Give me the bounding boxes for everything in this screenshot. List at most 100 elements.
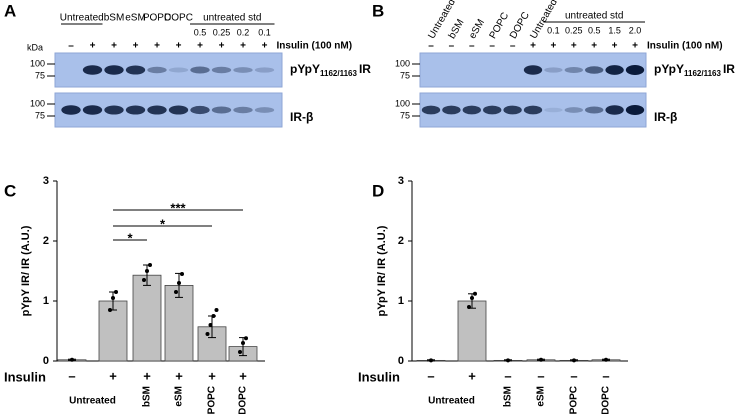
std-label: untreated std xyxy=(565,11,623,22)
insulin-sign: + xyxy=(143,368,151,383)
blot-band xyxy=(442,105,461,115)
data-point xyxy=(205,332,210,336)
marker-label: 100 xyxy=(395,98,410,108)
lane-label: Untreated xyxy=(60,13,104,24)
kda-label: kDa xyxy=(27,42,43,52)
label-part: pYpY xyxy=(290,62,320,76)
blot-band xyxy=(82,105,103,115)
insulin-sign: + xyxy=(208,368,216,383)
std-amount: 0.1 xyxy=(547,25,560,35)
blot-band xyxy=(605,105,624,115)
data-point xyxy=(177,281,181,285)
insulin-sign: + xyxy=(632,41,638,52)
blot-band xyxy=(605,65,624,75)
y-axis-label: pYpY IR/ IR (A.U.) xyxy=(376,225,388,316)
data-point xyxy=(238,350,242,354)
marker-label: 75 xyxy=(35,110,45,120)
y-tick-label: 1 xyxy=(398,295,404,307)
data-point xyxy=(145,269,149,273)
data-point xyxy=(604,357,608,362)
bar xyxy=(457,300,487,362)
std-amount: 0.25 xyxy=(565,25,583,35)
blot-band xyxy=(104,65,124,75)
lane-label: eSM xyxy=(467,18,487,41)
insulin-sign: + xyxy=(219,41,225,52)
insulin-sign: – xyxy=(68,368,75,383)
insulin-sign: + xyxy=(468,368,476,383)
std-amount: 0.25 xyxy=(213,27,231,37)
x-tick-label: POPC xyxy=(569,386,580,414)
std-label: untreated std xyxy=(203,13,261,24)
insulin-sign: – xyxy=(510,41,516,52)
blot-band xyxy=(421,105,441,115)
data-point xyxy=(108,308,112,312)
blot-band xyxy=(254,67,275,73)
data-point xyxy=(241,341,245,345)
blot-band xyxy=(168,67,189,73)
y-tick-label: 2 xyxy=(43,235,49,247)
data-point xyxy=(470,296,474,300)
blot-band xyxy=(147,66,167,74)
insulin-label: Insulin (100 nM) xyxy=(277,41,353,52)
std-amount: 0.5 xyxy=(194,27,207,37)
data-point xyxy=(148,263,152,267)
insulin-sign: + xyxy=(111,41,117,52)
lane-label: POPC xyxy=(143,13,171,24)
label-part: pYpY xyxy=(654,62,684,76)
bar xyxy=(132,274,162,362)
x-tick-label: POPC xyxy=(207,386,218,414)
blot-band xyxy=(483,105,502,115)
std-amount: 2.0 xyxy=(629,25,642,35)
y-axis-label: pYpY IR/ IR (A.U.) xyxy=(20,225,32,316)
x-tick-label: Untreated xyxy=(428,396,475,407)
x-tick-label: bSM xyxy=(503,386,514,407)
y-tick-label: 0 xyxy=(398,355,404,367)
x-tick-label: bSM xyxy=(142,386,153,407)
bar xyxy=(98,300,128,362)
marker-label: 100 xyxy=(30,58,45,68)
blot-band xyxy=(585,66,604,74)
blot-band xyxy=(564,107,583,113)
insulin-sign: – xyxy=(427,368,434,383)
row-label: Insulin xyxy=(358,369,400,384)
std-amount: 0.5 xyxy=(588,25,601,35)
data-point xyxy=(211,314,216,318)
insulin-sign: – xyxy=(68,41,74,52)
label-subscript: 1162/1163 xyxy=(320,69,357,78)
blot-band xyxy=(254,107,275,113)
y-tick-label: 3 xyxy=(398,175,404,187)
blot-band xyxy=(168,105,189,115)
blot-band xyxy=(523,65,543,75)
blot-band xyxy=(233,67,253,73)
lane-label: eSM xyxy=(125,13,146,24)
lane-label: bSM xyxy=(104,13,125,24)
insulin-sign: + xyxy=(154,41,160,52)
blot-band xyxy=(190,66,210,74)
insulin-sign: – xyxy=(537,368,544,383)
blot-band xyxy=(544,67,563,73)
data-point xyxy=(473,291,477,296)
insulin-sign: + xyxy=(240,41,246,52)
insulin-sign: – xyxy=(489,41,495,52)
label-subscript: 1162/1163 xyxy=(684,69,721,78)
data-point xyxy=(506,358,510,363)
insulin-sign: + xyxy=(591,41,597,52)
marker-label: 75 xyxy=(400,110,410,120)
insulin-sign: + xyxy=(239,368,247,383)
blot-band xyxy=(104,105,124,115)
blot-band xyxy=(544,107,563,113)
label-part: IR xyxy=(723,62,735,76)
data-point xyxy=(572,358,576,363)
panel-label: D xyxy=(372,181,384,200)
blot-band xyxy=(625,65,645,75)
panel-label: B xyxy=(372,1,384,20)
panel-label: A xyxy=(4,1,16,20)
data-point xyxy=(467,305,471,309)
blot-band xyxy=(61,105,81,115)
insulin-sign: + xyxy=(133,41,139,52)
x-tick-label: DOPC xyxy=(601,386,612,414)
bar xyxy=(164,284,194,362)
insulin-sign: + xyxy=(175,368,183,383)
insulin-label: Insulin (100 nM) xyxy=(647,41,723,52)
